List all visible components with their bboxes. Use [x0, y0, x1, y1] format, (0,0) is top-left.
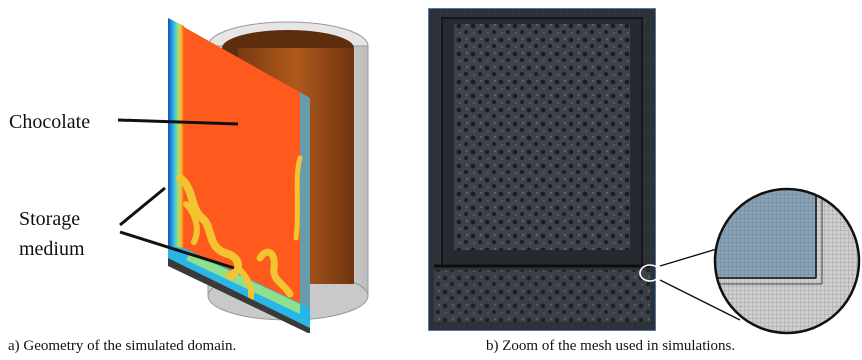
mesh-zoom-inset	[713, 187, 861, 335]
storage-medium-label-line2: medium	[19, 238, 85, 260]
cylinder-geometry-render	[168, 18, 369, 333]
panel-a-caption: a) Geometry of the simulated domain.	[8, 338, 237, 354]
storage-medium-label: Storage medium	[19, 208, 85, 260]
mesh-view	[428, 8, 656, 331]
zoom-connector-lines	[659, 247, 741, 321]
panel-b-caption: b) Zoom of the mesh used in simulations.	[486, 338, 736, 354]
annotation-pointers	[117, 118, 239, 270]
panel-b: b) Zoom of the mesh used in simulations.	[420, 0, 862, 360]
chocolate-label: Chocolate	[9, 111, 91, 133]
storage-medium-label-line1: Storage	[19, 208, 81, 230]
panel-a: Chocolate Storage medium a) Geometry of …	[0, 0, 420, 360]
